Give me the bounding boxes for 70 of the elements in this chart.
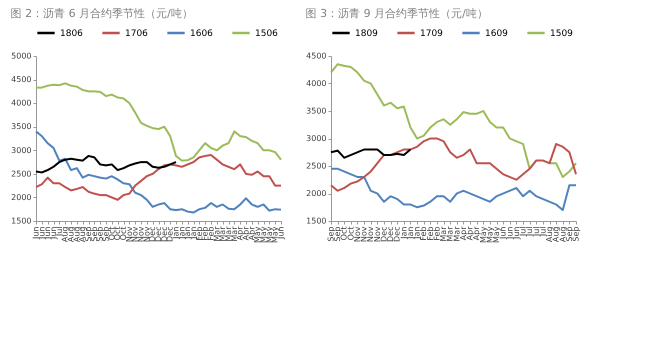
y-tick-label: 3500: [11, 122, 32, 132]
x-tick-label: May: [492, 226, 502, 244]
y-tick-label: 3500: [306, 106, 326, 116]
x-tick-label: Jan: [399, 226, 408, 240]
x-tick-label: Dec: [392, 226, 402, 242]
y-tick-label: 3000: [306, 134, 326, 143]
x-tick-label: Jun: [498, 226, 508, 240]
legend-label: 1709: [420, 29, 444, 39]
x-tick-label: Apr: [458, 226, 468, 240]
y-tick-label: 4000: [11, 98, 32, 108]
line-series: [35, 82, 282, 162]
x-tick-label: Nov: [372, 226, 382, 242]
x-tick-label: Sep: [572, 226, 580, 242]
line-series: [330, 63, 577, 178]
y-tick-label: 5000: [11, 52, 32, 60]
x-tick-label: Feb: [426, 226, 435, 241]
x-tick-label: Mar: [452, 226, 462, 242]
x-tick-label: Jun: [512, 226, 521, 240]
x-tick-label: Jul: [538, 226, 548, 238]
y-tick-label: 2500: [11, 169, 32, 178]
y-tick-label: 2000: [11, 192, 32, 202]
line-series: [330, 168, 577, 211]
x-tick-label: Jul: [518, 226, 528, 238]
x-tick-label: Aug: [552, 226, 561, 242]
x-tick-label: Nov: [124, 226, 134, 242]
x-tick-label: Jan: [406, 226, 415, 240]
x-tick-label: Aug: [558, 226, 568, 242]
x-tick-label: Sep: [564, 226, 574, 242]
x-tick-label: Feb: [419, 226, 428, 241]
x-tick-label: Mar: [446, 226, 455, 242]
line-series: [35, 154, 282, 201]
x-tick-label: Sep: [326, 226, 336, 242]
x-tick-label: Oct: [340, 226, 349, 240]
x-tick-label: Aug: [545, 226, 554, 242]
x-tick-label: Sep: [333, 226, 342, 242]
x-tick-label: Apr: [472, 226, 482, 240]
line-series: [35, 154, 177, 174]
line-series: [35, 130, 282, 214]
x-tick-label: Nov: [352, 226, 362, 242]
chart-title: 图 3：沥青 9 月合约季节性（元/吨）: [306, 7, 488, 20]
x-tick-label: Dec: [379, 226, 388, 242]
x-tick-label: May: [485, 226, 494, 244]
y-tick-label: 4500: [306, 52, 326, 60]
legend-label: 1509: [550, 29, 574, 39]
x-tick-label: Jun: [505, 226, 514, 240]
y-tick-label: 1500: [11, 216, 32, 226]
x-tick-label: Feb: [194, 226, 204, 241]
legend-label: 1706: [125, 29, 148, 39]
legend-label: 1806: [60, 29, 84, 39]
x-tick-label: Apr: [466, 226, 475, 240]
x-tick-label: Nov: [366, 226, 376, 242]
x-tick-label: Feb: [432, 226, 442, 241]
x-tick-label: May: [478, 226, 488, 244]
y-tick-label: 2000: [306, 189, 326, 198]
x-tick-label: Mar: [212, 226, 222, 242]
y-tick-label: 4000: [306, 79, 326, 88]
legend-label: 1606: [190, 29, 214, 39]
y-tick-label: 1500: [306, 216, 326, 226]
line-series: [330, 138, 577, 192]
x-tick-label: Jul: [532, 226, 541, 238]
x-tick-label: Jul: [525, 226, 534, 238]
y-tick-label: 2500: [306, 162, 326, 170]
x-tick-label: Oct: [346, 226, 356, 240]
legend-label: 1809: [355, 29, 378, 39]
line-series: [330, 148, 412, 159]
y-tick-label: 3000: [11, 146, 32, 155]
chart-title: 图 2：沥青 6 月合约季节性（元/吨）: [10, 7, 193, 20]
legend-label: 1506: [255, 29, 278, 39]
legend-label: 1609: [485, 29, 508, 39]
y-tick-label: 4500: [11, 75, 32, 84]
